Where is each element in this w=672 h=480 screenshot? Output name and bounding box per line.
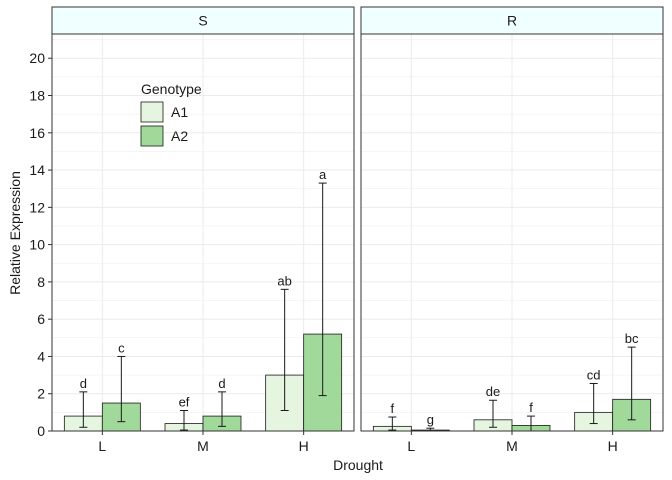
significance-label: d xyxy=(80,376,87,391)
facet-strip-S xyxy=(51,6,355,35)
axis-layer: L M H L M H 0 2 4 6 8 10 12 14 16 18 20 xyxy=(29,50,617,454)
facet-strip-label: S xyxy=(198,13,207,29)
significance-label: cd xyxy=(587,367,601,382)
y-tick-label: 2 xyxy=(37,386,45,402)
x-tick-label: H xyxy=(299,438,309,454)
significance-label: a xyxy=(319,167,327,182)
x-tick-label: L xyxy=(98,438,106,454)
y-tick-label: 14 xyxy=(29,162,45,178)
significance-label: c xyxy=(118,340,125,355)
significance-label: f xyxy=(391,401,395,416)
y-tick-label: 16 xyxy=(29,125,45,141)
y-tick-label: 8 xyxy=(37,274,45,290)
y-tick-label: 18 xyxy=(29,88,45,104)
y-tick-label: 4 xyxy=(37,348,45,364)
legend-label: A2 xyxy=(171,128,188,144)
significance-label: g xyxy=(427,412,434,427)
x-tick-label: M xyxy=(197,438,209,454)
y-tick-label: 10 xyxy=(29,237,45,253)
legend: Genotype A1 A2 xyxy=(140,81,202,147)
grid-layer xyxy=(52,34,663,432)
y-axis-title: Relative Expression xyxy=(7,171,23,295)
legend-key-A2 xyxy=(140,125,164,147)
x-axis-title: Drought xyxy=(333,457,383,473)
significance-label: bc xyxy=(625,331,639,346)
legend-key-A1 xyxy=(140,101,164,123)
x-tick-label: M xyxy=(506,438,518,454)
facet-strip-label: R xyxy=(507,13,517,29)
significance-label: de xyxy=(486,384,500,399)
significance-label: f xyxy=(529,400,533,415)
y-tick-label: 6 xyxy=(37,311,45,327)
x-tick-label: L xyxy=(407,438,415,454)
legend-label: A1 xyxy=(171,104,188,120)
significance-label: ab xyxy=(277,273,291,288)
x-tick-label: H xyxy=(608,438,618,454)
y-tick-label: 12 xyxy=(29,199,45,215)
legend-title: Genotype xyxy=(141,81,202,97)
y-tick-label: 20 xyxy=(29,50,45,66)
y-tick-label: 0 xyxy=(37,423,45,439)
facet-strip-R xyxy=(360,6,664,35)
significance-label: ef xyxy=(179,394,190,409)
significance-label: d xyxy=(218,376,225,391)
